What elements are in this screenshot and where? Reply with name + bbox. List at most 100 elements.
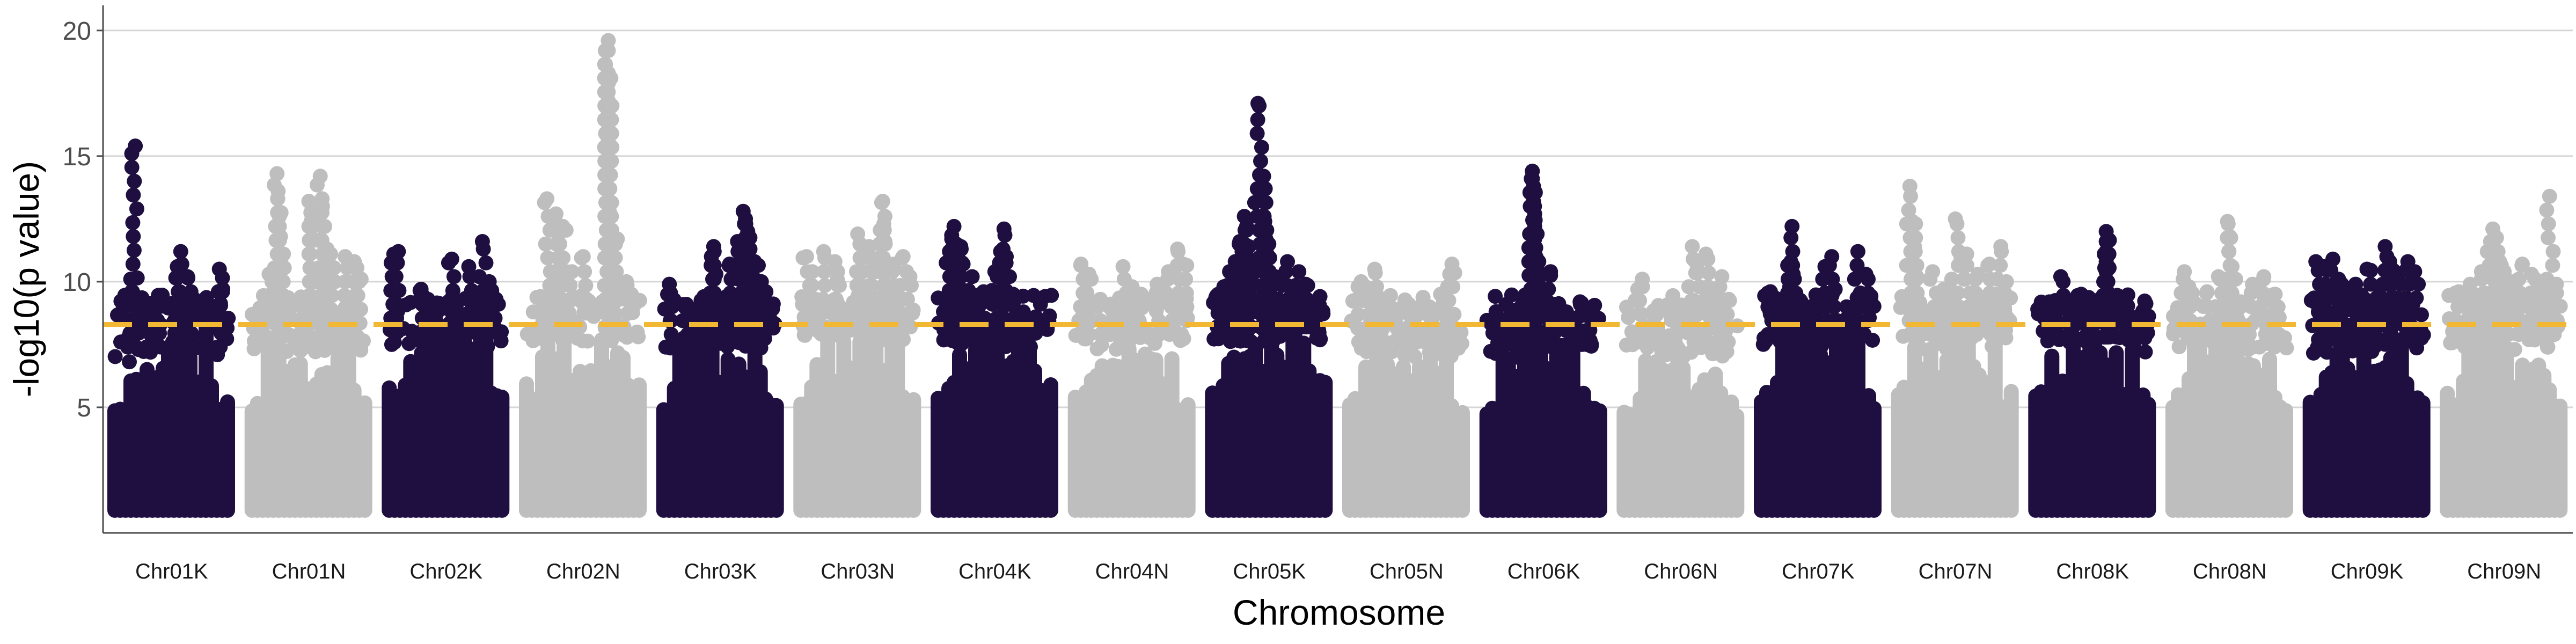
data-point <box>2315 304 2331 320</box>
data-point <box>152 339 168 355</box>
data-point <box>577 264 592 280</box>
data-point <box>1558 323 1574 339</box>
peak-point <box>955 257 971 272</box>
data-point <box>1388 334 1403 350</box>
peak-point <box>2348 276 2363 292</box>
data-point <box>1696 334 1711 350</box>
peak-point <box>1824 249 1840 265</box>
point-cloud-Chr07K <box>1754 312 1882 518</box>
data-point <box>607 305 623 321</box>
peak-point <box>1250 96 1265 111</box>
data-point <box>802 305 818 321</box>
peak-point <box>1667 302 1683 317</box>
peak-point <box>1721 291 1737 307</box>
peak-point <box>391 244 406 259</box>
x-tick-label-Chr03K: Chr03K <box>684 560 757 583</box>
data-point <box>391 283 407 298</box>
peak-point <box>2359 261 2375 277</box>
data-point <box>1113 299 1128 314</box>
data-point <box>1549 336 1565 352</box>
data-point <box>1252 305 1268 321</box>
data-point <box>1302 319 1318 335</box>
data-point <box>1178 272 1194 287</box>
peak-point <box>2220 214 2235 229</box>
data-point <box>2198 327 2214 342</box>
data-point <box>1689 306 1705 322</box>
point-cloud-Chr03K <box>656 327 784 518</box>
data-point <box>2253 299 2268 314</box>
chromosome-Chr05K <box>1205 96 1333 518</box>
peak-point <box>1527 231 1542 247</box>
data-point <box>2507 342 2522 357</box>
point-cloud-Chr06N <box>1616 340 1745 518</box>
data-point <box>183 339 199 355</box>
data-point <box>884 291 900 307</box>
point-cloud-Chr08K <box>2028 332 2156 518</box>
x-tick-label-Chr09K: Chr09K <box>2331 560 2404 583</box>
data-point <box>1621 310 1636 325</box>
data-point <box>961 283 976 298</box>
point-cloud-Chr03N <box>793 299 921 518</box>
data-point <box>350 288 365 303</box>
data-point <box>1959 258 1974 273</box>
data-point <box>1023 339 1038 355</box>
data-point <box>796 291 812 307</box>
chromosome-Chr07N <box>1891 179 2019 518</box>
data-point <box>805 319 821 335</box>
peak-point <box>996 221 1012 237</box>
x-tick-label-Chr01N: Chr01N <box>272 560 346 583</box>
data-point <box>2410 332 2425 347</box>
data-point <box>353 342 369 358</box>
peak-point <box>1530 274 1546 289</box>
data-point <box>463 310 478 326</box>
data-point <box>1255 236 1271 252</box>
peak-point <box>830 272 845 287</box>
data-point <box>1254 319 1270 335</box>
data-point <box>565 291 581 307</box>
data-point <box>1901 202 1916 218</box>
peak-point <box>1794 294 1809 310</box>
peak-point <box>601 103 616 119</box>
peak-point <box>539 191 555 207</box>
data-point <box>1151 327 1167 342</box>
y-tick-label-10: 10 <box>63 268 91 297</box>
data-point <box>540 250 555 266</box>
data-point <box>2449 327 2464 342</box>
data-point <box>1936 313 1951 328</box>
point-cloud-Chr06K <box>1479 325 1607 518</box>
data-point <box>977 310 992 326</box>
peak-point <box>420 291 436 307</box>
data-point <box>954 335 970 351</box>
data-point <box>616 319 632 335</box>
data-point <box>124 159 140 175</box>
data-point <box>2539 202 2555 218</box>
data-point <box>552 236 567 252</box>
data-point <box>540 319 555 335</box>
data-point <box>275 329 290 345</box>
point-cloud-Chr09N <box>2440 336 2568 518</box>
peak-point <box>602 203 617 219</box>
data-point <box>2202 313 2218 328</box>
peak-point <box>1528 249 1543 265</box>
peak-point <box>1769 294 1785 310</box>
axes: 5 10 15 20 Chr01K Chr01N Chr02K Chr02N Chr03K Chr… <box>63 5 2573 583</box>
peak-point <box>461 259 477 274</box>
data-point <box>1909 258 1924 273</box>
x-tick-label-Chr09N: Chr09N <box>2467 560 2541 583</box>
data-point <box>1909 286 1925 301</box>
data-point <box>2512 286 2528 301</box>
data-point <box>1243 334 1258 349</box>
data-point <box>1488 289 1503 304</box>
data-point <box>1911 327 1927 342</box>
peak-point <box>1858 266 1874 282</box>
data-point <box>953 297 968 312</box>
peak-point <box>610 231 625 247</box>
data-point <box>350 329 365 345</box>
data-point <box>1801 327 1817 342</box>
data-point <box>131 325 146 341</box>
data-point <box>1159 286 1174 301</box>
x-tick-label-Chr04K: Chr04K <box>958 560 1031 583</box>
data-point <box>1014 324 1030 340</box>
peak-point <box>1993 239 2009 254</box>
data-point <box>876 319 892 335</box>
